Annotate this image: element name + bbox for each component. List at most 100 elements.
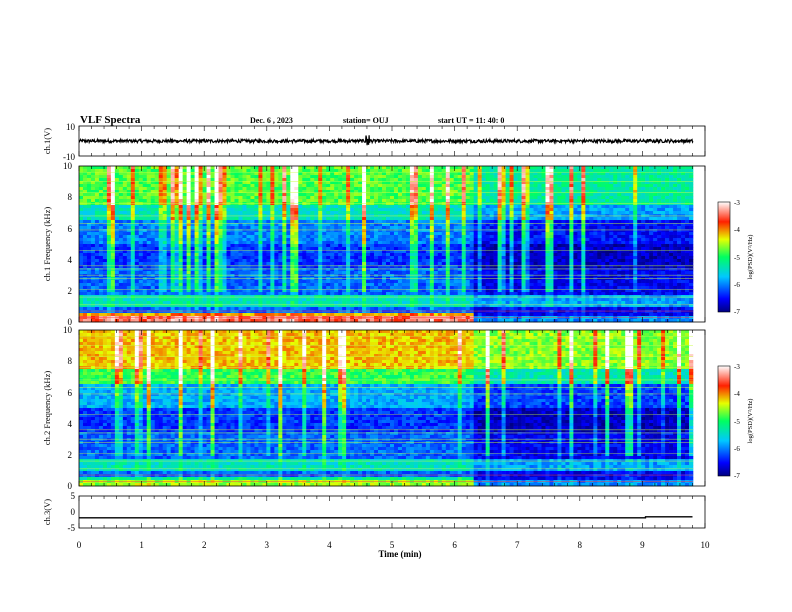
spec1-cell (178, 277, 183, 281)
spec1-cell (210, 244, 215, 248)
spec1-cell (210, 265, 215, 269)
spec1-cell (354, 181, 359, 185)
spec1-cell (382, 229, 387, 233)
spec1-cell (114, 208, 120, 212)
spec1-cell (162, 175, 168, 179)
spec1-cell (162, 268, 168, 272)
spec1-cell (270, 208, 275, 212)
spec1-cell (122, 307, 128, 311)
spec1-cell (338, 283, 343, 287)
spec1-cell (246, 289, 251, 293)
spec1-cell (346, 295, 351, 299)
spec1-cell (162, 277, 168, 281)
spec1-cell (346, 199, 351, 203)
spec1-cell (449, 292, 455, 296)
spec1-cell (230, 181, 235, 185)
spec1-cell (114, 172, 120, 176)
spec1-cell (405, 292, 411, 296)
spec1-cell (382, 199, 387, 203)
spec1-cell (154, 181, 160, 185)
spec1-cell (226, 184, 231, 188)
spec1-cell (138, 178, 144, 182)
spec1-cell (90, 235, 96, 239)
ch1-series-line (79, 135, 694, 146)
spec1-cell (130, 319, 136, 323)
spec1-cell (382, 277, 387, 281)
spec1-cell (198, 274, 203, 278)
spec1-cell (186, 262, 191, 266)
spec1-cell (421, 238, 427, 242)
spec1-cell (198, 196, 203, 200)
spec1-cell (386, 307, 391, 311)
spec1-cell (409, 166, 415, 170)
spec1-cell (158, 208, 164, 212)
spec1-cell (150, 175, 156, 179)
spec1-cell (310, 268, 315, 272)
spec1-cell (206, 208, 211, 212)
spec1-cell (366, 229, 371, 233)
spec1-cell (170, 226, 175, 230)
spec1-cell (413, 253, 419, 257)
spec1-cell (433, 307, 439, 311)
spec1-cell (110, 286, 116, 290)
spec1-cell (370, 220, 375, 224)
spec1-cell (158, 175, 164, 179)
spec1-cell (370, 292, 375, 296)
spec1-cell (326, 193, 331, 197)
spec1-cell (190, 256, 195, 260)
spec1-cell (425, 301, 431, 305)
spec1-cell (362, 238, 367, 242)
spec1-cell (393, 232, 399, 236)
spec1-cell (134, 250, 140, 254)
spec1-cell (366, 178, 371, 182)
spec1-cell (166, 319, 171, 323)
spec1-cell (258, 283, 263, 287)
spec1-cell (86, 298, 92, 302)
spec1-cell (386, 247, 391, 251)
spec1-cell (198, 187, 203, 191)
spec1-cell (114, 220, 120, 224)
spec1-cell (206, 244, 211, 248)
spec1-cell (445, 286, 451, 290)
spec1-cell (98, 169, 104, 173)
spec1-cell (254, 298, 259, 302)
spec1-cell (202, 277, 207, 281)
spec1-cell (389, 196, 395, 200)
spec1-cell (242, 256, 247, 260)
spec1-cell (182, 172, 187, 176)
spec1-cell (146, 292, 152, 296)
spec1-cell (246, 253, 251, 257)
spec1-cell (118, 295, 124, 299)
spec1-cell (290, 268, 295, 272)
spec1-cell (318, 247, 323, 251)
spec1-cell (270, 319, 275, 323)
spec1-cell (114, 268, 120, 272)
spec1-cell (202, 271, 207, 275)
spec1-cell (294, 181, 299, 185)
spec1-cell (98, 205, 104, 209)
spec1-cell (449, 262, 455, 266)
spec1-cell (318, 223, 323, 227)
spec1-cell (433, 304, 439, 308)
spec1-cell (338, 319, 343, 323)
spec1-cell (409, 238, 415, 242)
spec1-cell (306, 253, 311, 257)
spec1-cell (198, 223, 203, 227)
spec1-cell (282, 235, 287, 239)
spec1-cell (389, 301, 395, 305)
spec1-cell (354, 247, 359, 251)
spec1-cell (389, 280, 395, 284)
spec1-cell (210, 316, 215, 320)
spec1-cell (98, 319, 104, 323)
spec1-cell (389, 232, 395, 236)
spec1-cell (190, 178, 195, 182)
spec1-cell (449, 175, 455, 179)
spec1-cell (318, 301, 323, 305)
spec1-cell (350, 241, 355, 245)
spec1-cell (118, 307, 124, 311)
spec1-cell (322, 166, 327, 170)
spec1-cell (409, 301, 415, 305)
spec1-cell (102, 316, 108, 320)
spec1-cell (142, 274, 148, 278)
spec1-cell (94, 280, 100, 284)
